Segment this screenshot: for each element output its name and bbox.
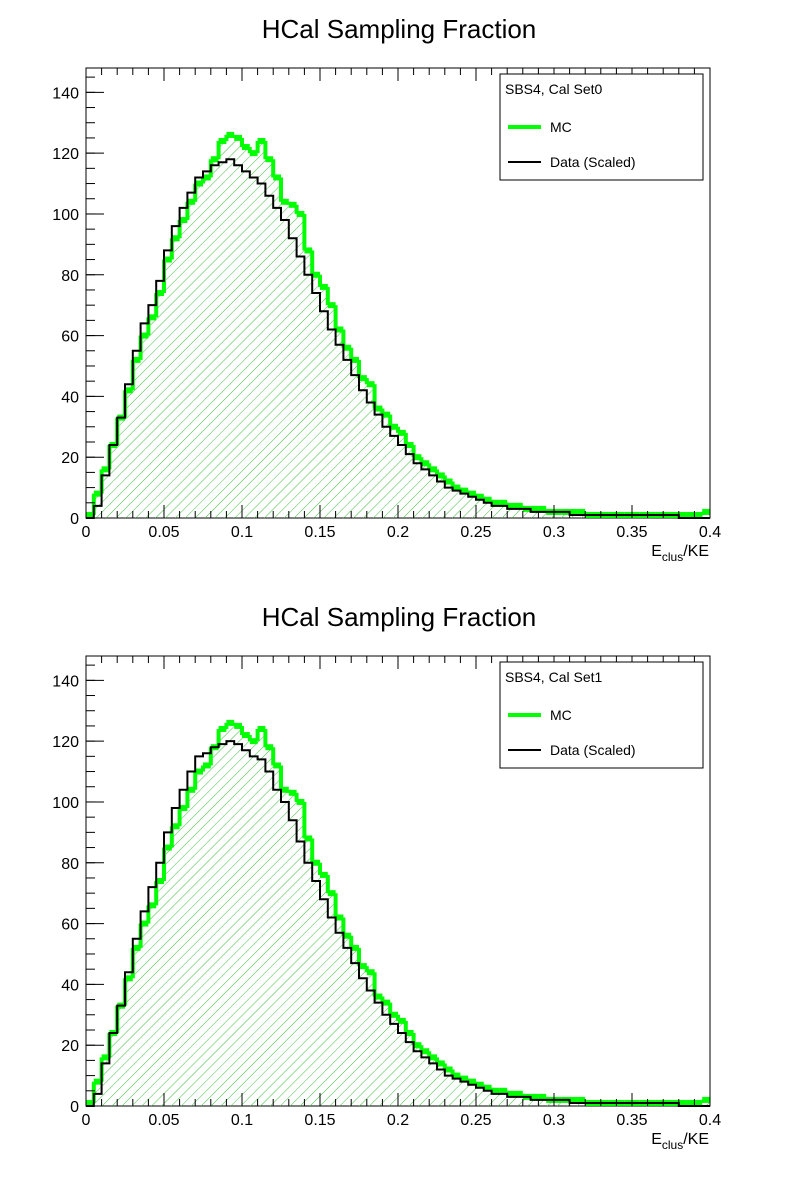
x-tick-label: 0.1 [231, 1112, 253, 1129]
x-tick-label: 0.05 [148, 1112, 179, 1129]
x-tick-label: 0.4 [699, 524, 721, 541]
x-axis: 0 0.05 0.1 0.15 0.2 0.25 0.3 0.35 0.4 [82, 656, 721, 1129]
y-tick-label: 100 [52, 795, 79, 812]
x-axis-label-tail: /KE [683, 1131, 709, 1148]
y-tick-label: 80 [61, 856, 79, 873]
data-series-line [86, 158, 710, 519]
x-axis-label-tail: /KE [683, 543, 709, 560]
legend-label-0: MC [550, 707, 572, 723]
y-tick-label: 140 [52, 85, 79, 102]
x-axis-label-sub: clus [662, 550, 683, 564]
x-axis: 0 0.05 0.1 0.15 0.2 0.25 0.3 0.35 0.4 [82, 68, 721, 541]
x-tick-label: 0.35 [616, 1112, 647, 1129]
y-tick-label: 60 [61, 329, 79, 346]
y-tick-label: 140 [52, 673, 79, 690]
y-tick-label: 0 [70, 511, 79, 528]
x-tick-label: 0.05 [148, 524, 179, 541]
x-tick-label: 0.2 [387, 1112, 409, 1129]
x-tick-label: 0 [82, 524, 91, 541]
y-tick-label: 120 [52, 734, 79, 751]
x-tick-label: 0.2 [387, 524, 409, 541]
x-axis-label: Eclus/KE [651, 543, 709, 564]
y-tick-label: 120 [52, 146, 79, 163]
x-tick-label: 0.3 [543, 1112, 565, 1129]
data-series-line [86, 740, 710, 1107]
legend-label-0: MC [550, 119, 572, 135]
legend-header: SBS4, Cal Set1 [505, 669, 602, 685]
y-tick-label: 0 [70, 1099, 79, 1116]
y-tick-label: 20 [61, 450, 79, 467]
chart-title: HCal Sampling Fraction [262, 602, 537, 632]
x-axis-label-sub: clus [662, 1138, 683, 1152]
x-tick-label: 0.25 [460, 1112, 491, 1129]
x-tick-label: 0 [82, 1112, 91, 1129]
x-tick-label: 0.15 [304, 524, 335, 541]
x-tick-label: 0.1 [231, 524, 253, 541]
legend-label-1: Data (Scaled) [550, 742, 636, 758]
x-tick-label: 0.15 [304, 1112, 335, 1129]
x-axis-label-main: E [651, 1131, 662, 1148]
mc-hatch-fill [86, 134, 710, 518]
y-tick-label: 40 [61, 977, 79, 994]
legend: SBS4, Cal Set0 MC Data (Scaled) [499, 73, 704, 181]
legend: SBS4, Cal Set1 MC Data (Scaled) [499, 661, 704, 769]
y-axis: 0 20 40 60 80 100 120 140 [52, 76, 104, 528]
x-tick-label: 0.25 [460, 524, 491, 541]
chart-panel-0: HCal Sampling Fraction 0 0.05 0.1 0.15 0.2 0.2… [52, 14, 721, 564]
y-tick-label: 60 [61, 917, 79, 934]
x-tick-label: 0.35 [616, 524, 647, 541]
x-axis-label: Eclus/KE [651, 1131, 709, 1152]
y-tick-label: 20 [61, 1038, 79, 1055]
legend-label-1: Data (Scaled) [550, 154, 636, 170]
x-tick-label: 0.4 [699, 1112, 721, 1129]
y-tick-label: 80 [61, 268, 79, 285]
y-tick-label: 40 [61, 389, 79, 406]
x-tick-label: 0.3 [543, 524, 565, 541]
y-axis: 0 20 40 60 80 100 120 140 [52, 664, 104, 1116]
chart-panel-1: HCal Sampling Fraction 0 0.05 0.1 0.15 0.2 0.2… [52, 602, 721, 1152]
chart-title: HCal Sampling Fraction [262, 14, 537, 44]
legend-header: SBS4, Cal Set0 [505, 81, 602, 97]
y-tick-label: 100 [52, 207, 79, 224]
x-axis-label-main: E [651, 543, 662, 560]
mc-hatch-fill [86, 722, 710, 1106]
